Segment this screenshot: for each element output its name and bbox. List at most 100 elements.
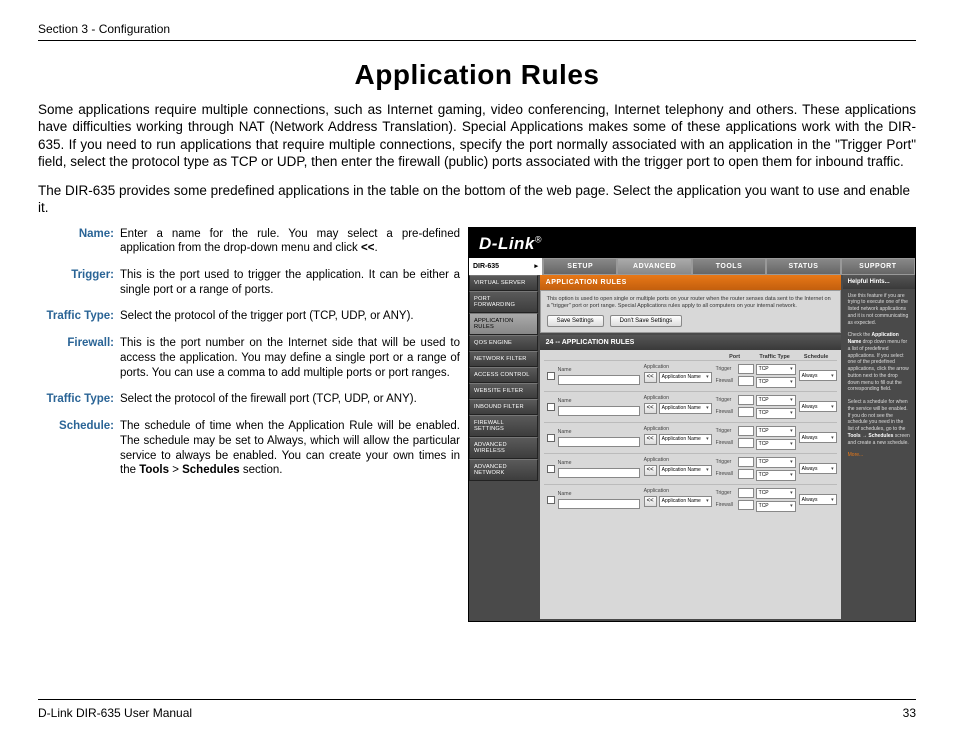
apply-app-button[interactable]: << [644,496,657,507]
def-firewall-label: Firewall: [38,336,120,380]
rule-row: NameApplication<<Application Name▾Trigge… [544,453,837,484]
intro-paragraph-2: The DIR-635 provides some predefined app… [38,182,916,217]
dont-save-button[interactable]: Don't Save Settings [610,315,683,327]
dlink-logo-bar: D-Link® [469,228,915,258]
section-header: Section 3 - Configuration [38,22,916,41]
apply-app-button[interactable]: << [644,403,657,414]
def-trigger-label: Trigger: [38,268,120,297]
nav-tools[interactable]: TOOLS [692,258,766,275]
nav-support[interactable]: SUPPORT [841,258,915,275]
name-input[interactable] [558,499,640,509]
rules-heading: 24 -- APPLICATION RULES [540,335,841,350]
sidebar-item[interactable]: VIRTUAL SERVER [469,275,538,291]
sidebar-item[interactable]: NETWORK FILTER [469,351,538,367]
sidebar-item[interactable]: FIREWALL SETTINGS [469,415,538,437]
trigger-protocol-select[interactable]: TCP▾ [756,364,796,375]
footer-left: D-Link DIR-635 User Manual [38,706,192,720]
def-trigger-text: This is the port used to trigger the app… [120,268,460,297]
schedule-select[interactable]: Always▾ [799,463,837,474]
device-model: DIR-635▸ [469,258,543,275]
rule-row: NameApplication<<Application Name▾Trigge… [544,422,837,453]
help-more-link[interactable]: More... [848,452,910,459]
def-schedule-label: Schedule: [38,419,120,478]
application-select[interactable]: Application Name▾ [659,465,712,476]
name-input[interactable] [558,375,640,385]
sidebar-item[interactable]: PORT FORWARDING [469,291,538,313]
sidebar-item[interactable]: WEBSITE FILTER [469,383,538,399]
firewall-port-input[interactable] [738,407,754,417]
router-screenshot: D-Link® DIR-635▸ SETUPADVANCEDTOOLSSTATU… [468,227,916,622]
rule-checkbox[interactable] [547,465,555,473]
firewall-protocol-select[interactable]: TCP▾ [756,501,796,512]
help-panel: Helpful Hints... Use this feature if you… [843,275,915,621]
definitions-list: Name: Enter a name for the rule. You may… [38,227,460,699]
firewall-protocol-select[interactable]: TCP▾ [756,377,796,388]
sidebar-item[interactable]: ADVANCED WIRELESS [469,437,538,459]
trigger-port-input[interactable] [738,364,754,374]
help-p2: Check the Application Name drop down men… [848,332,910,393]
sidebar-item[interactable]: ADVANCED NETWORK [469,459,538,481]
firewall-protocol-select[interactable]: TCP▾ [756,439,796,450]
firewall-port-input[interactable] [738,376,754,386]
footer-page: 33 [903,706,916,720]
trigger-port-input[interactable] [738,488,754,498]
rule-checkbox[interactable] [547,372,555,380]
name-input[interactable] [558,406,640,416]
name-input[interactable] [558,437,640,447]
firewall-protocol-select[interactable]: TCP▾ [756,408,796,419]
application-select[interactable]: Application Name▾ [659,496,712,507]
save-settings-button[interactable]: Save Settings [547,315,604,327]
sidebar-item[interactable]: INBOUND FILTER [469,399,538,415]
application-select[interactable]: Application Name▾ [659,434,712,445]
sidebar: VIRTUAL SERVERPORT FORWARDINGAPPLICATION… [469,275,538,621]
schedule-select[interactable]: Always▾ [799,494,837,505]
firewall-port-input[interactable] [738,469,754,479]
panel-description: This option is used to open single or mu… [547,296,834,310]
trigger-port-input[interactable] [738,395,754,405]
application-select[interactable]: Application Name▾ [659,372,712,383]
rule-row: NameApplication<<Application Name▾Trigge… [544,391,837,422]
firewall-port-input[interactable] [738,500,754,510]
trigger-protocol-select[interactable]: TCP▾ [756,426,796,437]
def-traffictype2-text: Select the protocol of the firewall port… [120,392,460,407]
trigger-port-input[interactable] [738,457,754,467]
col-port: Port [716,354,754,360]
help-p3: Select a schedule for when the service w… [848,399,910,446]
firewall-port-input[interactable] [738,438,754,448]
def-traffictype2-label: Traffic Type: [38,392,120,407]
trigger-port-input[interactable] [738,426,754,436]
rule-row: NameApplication<<Application Name▾Trigge… [544,360,837,391]
def-name-label: Name: [38,227,120,256]
schedule-select[interactable]: Always▾ [799,432,837,443]
sidebar-item[interactable]: QOS ENGINE [469,335,538,351]
def-firewall-text: This is the port number on the Internet … [120,336,460,380]
schedule-select[interactable]: Always▾ [799,370,837,381]
sidebar-item[interactable]: ACCESS CONTROL [469,367,538,383]
rule-checkbox[interactable] [547,403,555,411]
page-title: Application Rules [38,59,916,91]
rule-checkbox[interactable] [547,496,555,504]
firewall-protocol-select[interactable]: TCP▾ [756,470,796,481]
schedule-select[interactable]: Always▾ [799,401,837,412]
trigger-protocol-select[interactable]: TCP▾ [756,457,796,468]
apply-app-button[interactable]: << [644,465,657,476]
def-traffictype1-label: Traffic Type: [38,309,120,324]
name-input[interactable] [558,468,640,478]
col-traffic-type: Traffic Type [754,354,796,360]
panel-heading: APPLICATION RULES [540,275,841,290]
sidebar-item[interactable]: APPLICATION RULES [469,313,538,335]
apply-app-button[interactable]: << [644,434,657,445]
nav-status[interactable]: STATUS [766,258,840,275]
rule-checkbox[interactable] [547,434,555,442]
nav-advanced[interactable]: ADVANCED [617,258,691,275]
trigger-protocol-select[interactable]: TCP▾ [756,395,796,406]
apply-app-button[interactable]: << [644,372,657,383]
help-p1: Use this feature if you are trying to ex… [848,293,910,327]
trigger-protocol-select[interactable]: TCP▾ [756,488,796,499]
help-heading: Helpful Hints... [843,275,915,289]
def-name-text: Enter a name for the rule. You may selec… [120,227,460,256]
def-traffictype1-text: Select the protocol of the trigger port … [120,309,460,324]
nav-setup[interactable]: SETUP [543,258,617,275]
col-schedule: Schedule [796,354,837,360]
application-select[interactable]: Application Name▾ [659,403,712,414]
